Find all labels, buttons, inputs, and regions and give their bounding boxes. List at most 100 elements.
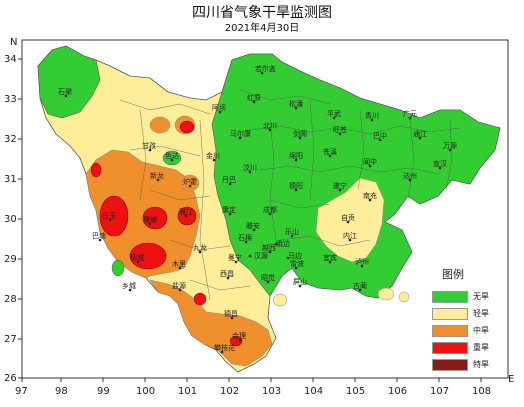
city-label: 平武	[327, 109, 341, 118]
city-label: 雅安	[246, 221, 260, 230]
legend-item-extreme: 特旱	[432, 356, 502, 373]
x-tick-label: 99	[97, 386, 110, 397]
moderate-drought-patch	[180, 174, 200, 192]
city-label: 马边	[288, 251, 302, 260]
city-label: 阿坝	[212, 103, 226, 112]
city-label: 雅江	[179, 207, 193, 216]
city-label: 巴塘	[92, 231, 106, 240]
mild-drought-patch	[272, 293, 288, 307]
city-label: 乡城	[122, 282, 136, 290]
legend-item-moderate: 中旱	[432, 322, 502, 339]
legend-item-mild: 轻旱	[432, 305, 502, 322]
legend-label: 无旱	[473, 292, 489, 301]
city-label: 南充	[363, 191, 377, 200]
city-label: 绵阳	[289, 151, 303, 160]
city-label: 攀枝花	[214, 343, 235, 352]
city-label: 通江	[413, 129, 427, 138]
legend-item-none: 无旱	[432, 288, 502, 305]
city-label: 德阳	[289, 181, 303, 190]
city-label: 北川	[263, 122, 277, 130]
moderate-drought-patch	[149, 116, 171, 134]
legend-item-severe: 重旱	[432, 339, 502, 356]
no-drought-northwest	[37, 45, 101, 119]
legend-swatch	[432, 341, 468, 354]
x-tick-label: 100	[136, 386, 155, 397]
x-axis-unit: E	[508, 374, 514, 385]
city-label: 若尔盖	[255, 64, 276, 73]
city-label: 德昌	[224, 309, 238, 318]
city-label: 冕宁	[228, 253, 242, 262]
city-label: 广元	[403, 109, 417, 118]
severe-drought-patch	[193, 292, 207, 306]
severe-drought-patch	[99, 195, 129, 237]
city-label: 泸州	[355, 257, 369, 266]
city-label: 青川	[365, 111, 379, 120]
y-axis-unit: N	[10, 37, 17, 48]
no-drought-patch	[162, 150, 182, 166]
city-label: 昭觉	[261, 273, 275, 282]
city-label: 金川	[206, 151, 220, 160]
legend-label: 轻旱	[473, 309, 489, 318]
city-label: 白玉	[102, 211, 116, 220]
city-label: 松潘	[289, 99, 303, 108]
legend: 图例 无旱 轻旱 中旱 重旱 特旱	[432, 266, 502, 373]
x-tick-label: 105	[346, 386, 365, 397]
city-markers	[64, 71, 452, 354]
city-label: 达州	[403, 171, 417, 180]
mild-drought-patch	[377, 287, 395, 301]
legend-swatch	[432, 358, 468, 371]
city-label: 万源	[443, 141, 457, 150]
city-label: 汶川	[243, 163, 257, 172]
x-tick-label: 103	[262, 386, 281, 397]
city-label: 石渠	[58, 87, 72, 96]
city-label: 自贡	[341, 213, 355, 222]
severe-drought-patch	[90, 162, 102, 178]
city-label: 新龙	[150, 171, 164, 180]
y-tick-label: 26	[4, 373, 17, 384]
map-title: 四川省气象干旱监测图	[192, 5, 332, 21]
severe-drought-patch	[229, 335, 243, 347]
y-axis-labels: 34 33 32 31 30 29 28 27 26 N	[4, 37, 17, 384]
x-tick-label: 106	[388, 386, 407, 397]
y-tick-label: 34	[4, 54, 17, 65]
x-axis-ticks	[21, 378, 482, 382]
y-tick-label: 31	[4, 174, 17, 185]
moderate-drought-west	[85, 149, 201, 279]
city-label: 稻城	[130, 253, 144, 262]
legend-title: 图例	[442, 268, 464, 281]
city-label: 内江	[343, 231, 357, 240]
y-tick-label: 29	[4, 254, 17, 265]
city-label: 剑阁	[293, 129, 307, 138]
y-tick-label: 27	[4, 334, 17, 345]
city-label: 雷波	[290, 259, 304, 268]
map-date: 2021年4月30日	[224, 23, 300, 34]
x-tick-label: 102	[220, 386, 239, 397]
y-axis-ticks	[18, 58, 22, 379]
city-label: 苍溪	[323, 147, 337, 156]
no-drought-patch	[111, 259, 125, 277]
city-label: 汉源	[254, 251, 268, 260]
legend-label: 特旱	[473, 360, 489, 369]
legend-label: 重旱	[473, 343, 489, 352]
x-tick-label: 108	[472, 386, 491, 397]
x-tick-label: 107	[430, 386, 449, 397]
city-label: 九龙	[193, 243, 207, 252]
city-label: 旺苍	[333, 125, 347, 134]
city-label: 峨边	[276, 239, 290, 248]
legend-label: 中旱	[473, 326, 489, 335]
city-label: 炉霍	[183, 177, 197, 186]
city-label: 成都	[263, 205, 277, 214]
city-label: 木里	[172, 259, 186, 268]
city-label: 屏山	[293, 277, 307, 286]
y-tick-label: 30	[4, 214, 17, 225]
x-axis-labels: 97 98 99 100 101 102 103 104 105 106 107…	[15, 374, 514, 397]
city-label: 康定	[222, 205, 236, 214]
city-labels: 石渠 若尔盖 红原 松潘 平武 青川 广元 阿坝 马尔康 北川 剑阁 旺苍 巴中…	[58, 64, 457, 352]
city-label: 会理	[232, 331, 246, 340]
city-label: 色达	[165, 151, 179, 160]
legend-swatch	[432, 307, 468, 320]
legend-swatch	[432, 324, 468, 337]
city-label: 遂宁	[333, 181, 347, 190]
y-tick-label: 32	[4, 134, 17, 145]
